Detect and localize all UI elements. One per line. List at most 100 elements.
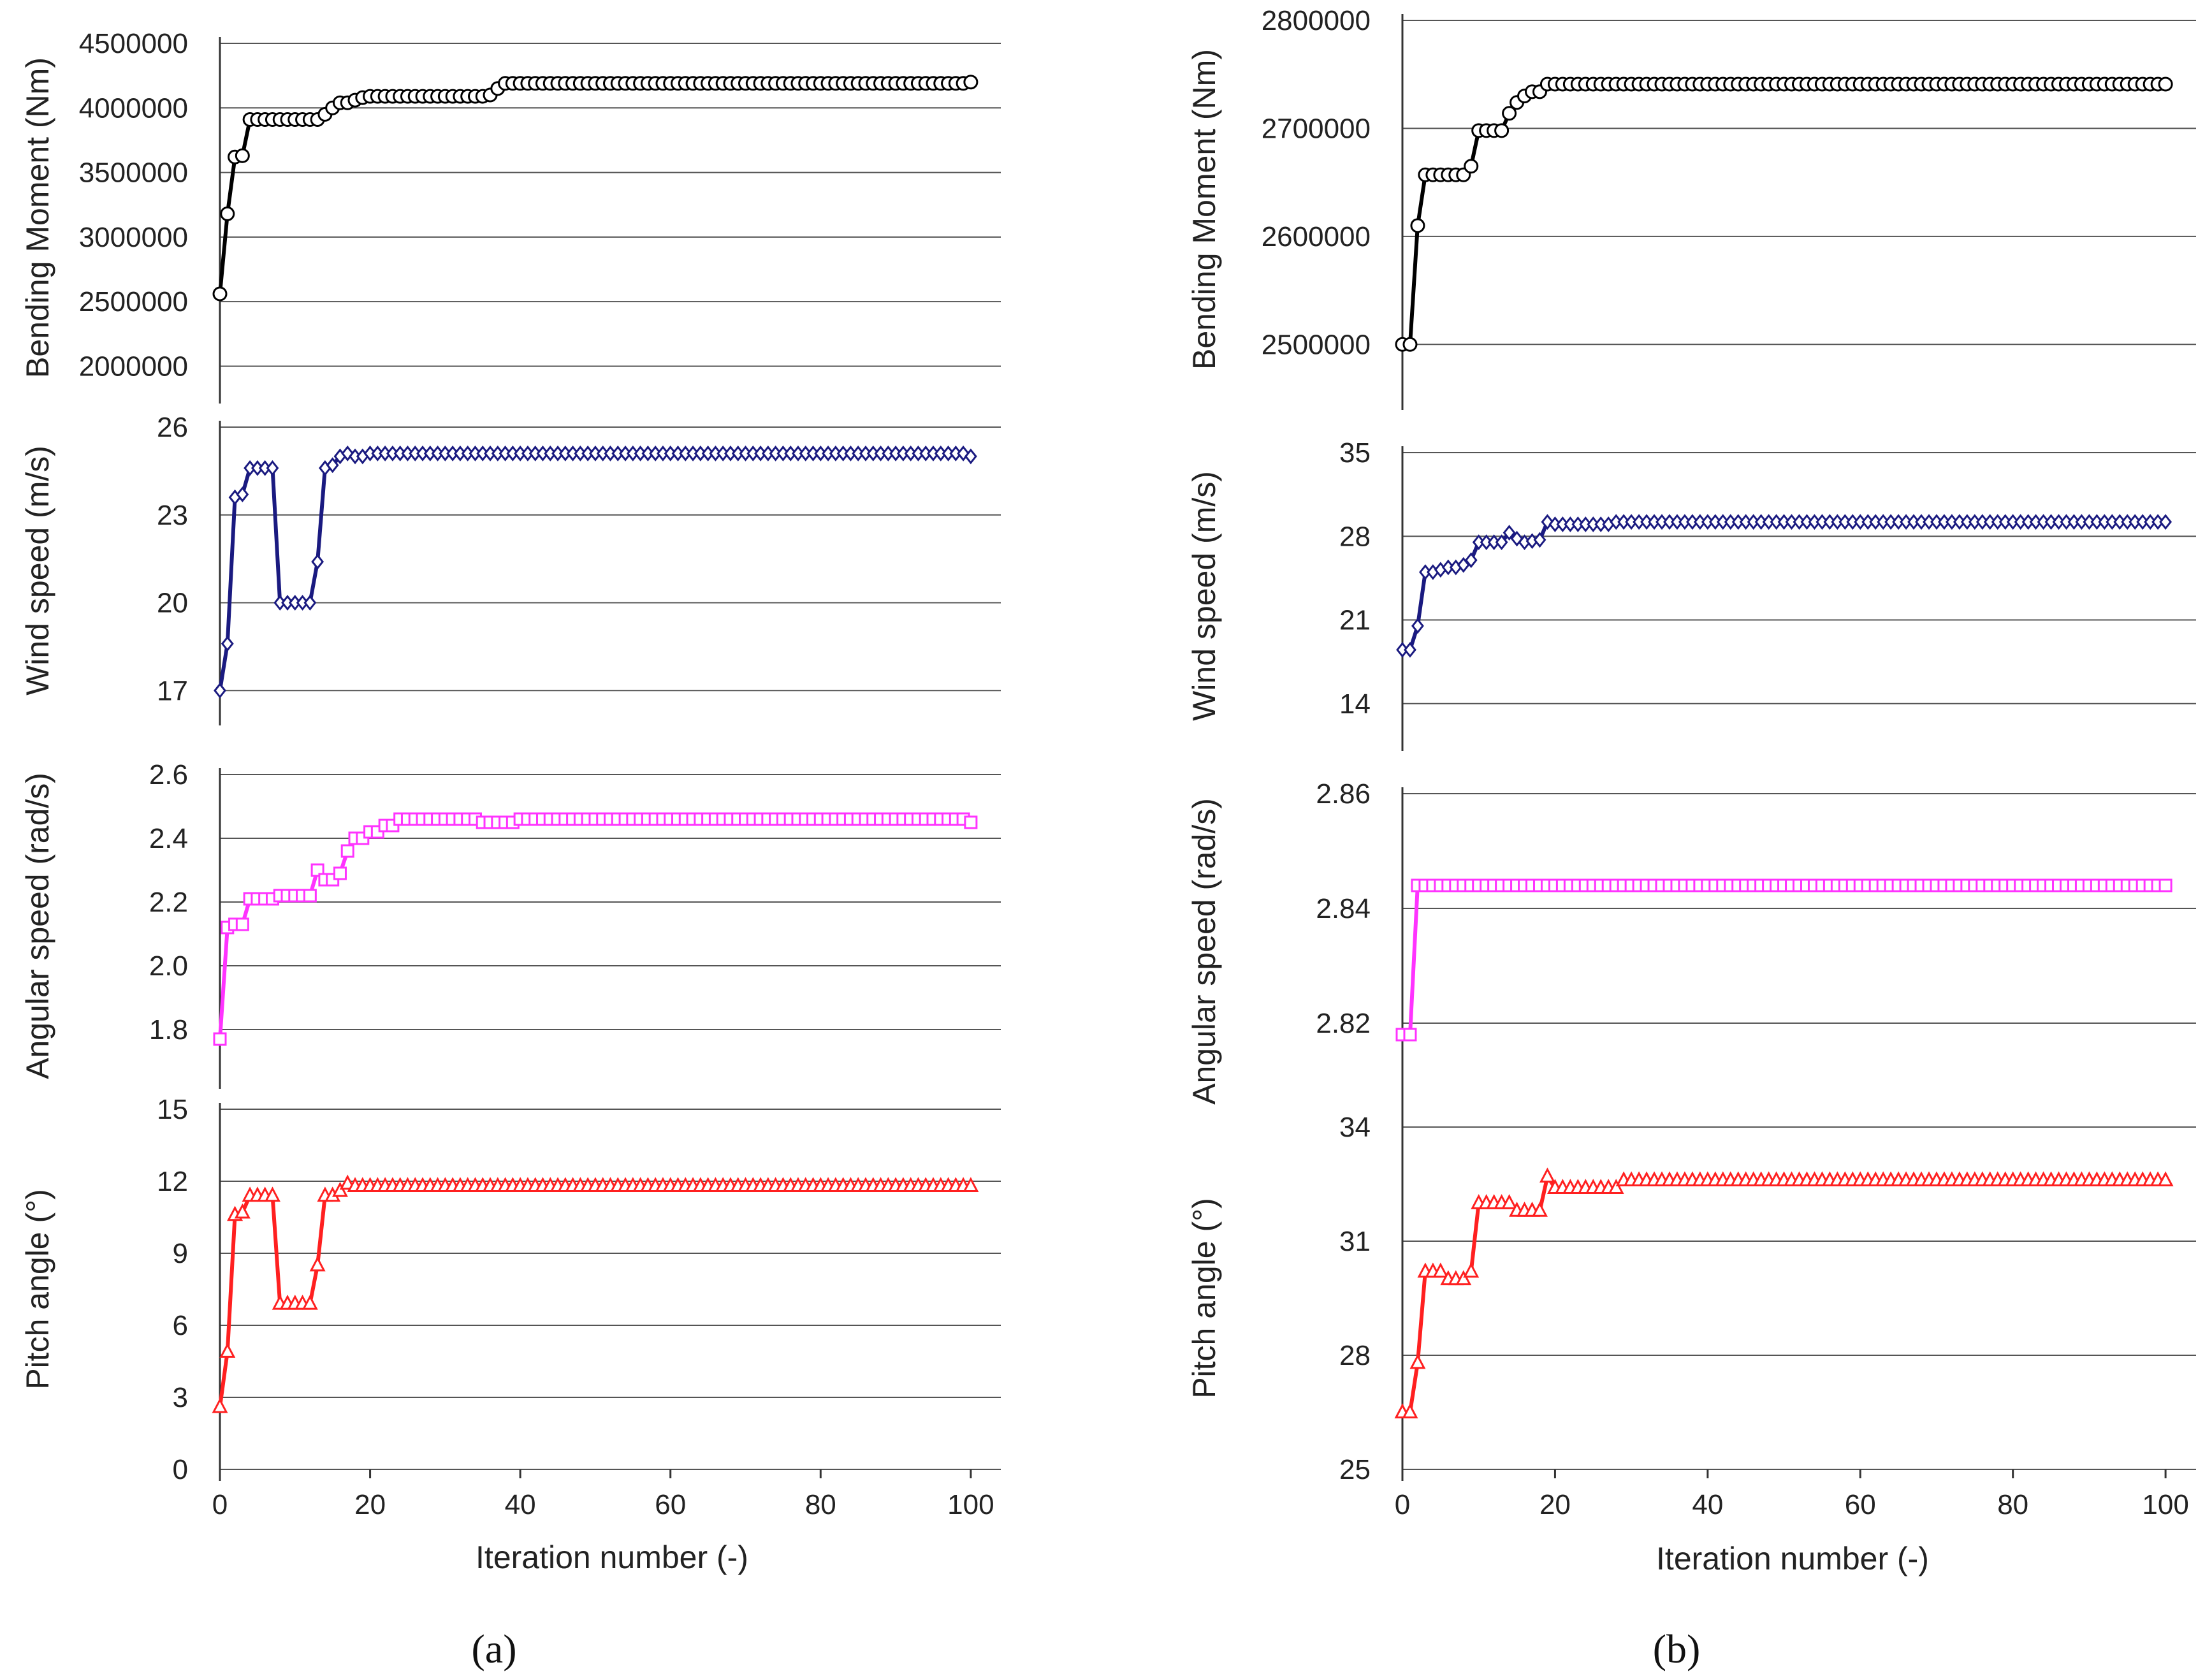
y-axis-label: Pitch angle (°) [20, 1189, 55, 1390]
series-line [218, 817, 972, 1040]
series-line [218, 1181, 971, 1408]
data-point [236, 486, 249, 503]
y-tick-label: 17 [157, 675, 188, 706]
y-tick-label: 2600000 [1262, 221, 1371, 252]
y-tick-label: 2.82 [1316, 1008, 1371, 1039]
data-point [1608, 1179, 1624, 1194]
data-point [212, 1397, 228, 1413]
y-tick-label: 4000000 [79, 92, 188, 124]
y-tick-label: 3 [173, 1382, 188, 1413]
y-tick-label: 15 [157, 1094, 188, 1125]
y-tick-label: 4500000 [79, 28, 188, 59]
y-tick-label: 2.86 [1316, 778, 1371, 810]
data-point [266, 460, 279, 476]
x-tick-label: 100 [2142, 1489, 2188, 1520]
data-point [333, 866, 347, 880]
data-point [1402, 1403, 1418, 1418]
y-tick-label: 3000000 [79, 222, 188, 253]
y-tick-label: 2.0 [149, 950, 188, 982]
y-axis-label: Wind speed (m/s) [20, 446, 55, 695]
data-point [1539, 1167, 1555, 1183]
data-point [1411, 618, 1424, 634]
chart-panel-b-3: 2.82 2.84 2.86 Angular speed (rad/s) [1186, 778, 2196, 1121]
data-point [213, 1032, 227, 1046]
y-tick-label: 20 [157, 588, 188, 619]
data-point [221, 636, 234, 652]
x-axis-label-b: Iteration number (-) [1656, 1541, 1929, 1576]
y-tick-label: 21 [1339, 605, 1371, 636]
y-tick-label: 25 [1339, 1454, 1371, 1485]
y-tick-label: 2700000 [1262, 113, 1371, 144]
chart-panel-a-2: 17 20 23 26 Wind speed (m/s) [20, 412, 1001, 725]
y-tick-label: 12 [157, 1166, 188, 1197]
y-axis-label: Wind speed (m/s) [1186, 471, 1222, 721]
y-tick-label: 2.84 [1316, 893, 1371, 924]
y-tick-label: 31 [1339, 1226, 1371, 1257]
data-point [264, 1186, 280, 1202]
y-tick-label: 2.6 [149, 759, 188, 790]
data-point [1410, 218, 1425, 233]
data-point [1502, 106, 1517, 121]
x-tick-label: 20 [354, 1489, 386, 1520]
chart-panel-b-1: 2500000 2600000 2700000 2800000 Bending Mome… [1186, 5, 2196, 410]
x-tick-label: 40 [1692, 1489, 1723, 1520]
y-tick-label: 2.4 [149, 823, 188, 854]
data-point [235, 148, 250, 163]
x-tick-label: 20 [1539, 1489, 1571, 1520]
data-point [963, 1177, 979, 1193]
data-point [1409, 1353, 1426, 1369]
data-point [1402, 337, 1418, 352]
y-tick-label: 35 [1339, 437, 1371, 469]
data-point [303, 595, 317, 611]
data-point [1464, 552, 1478, 569]
data-point [311, 553, 324, 570]
data-point [1455, 1270, 1472, 1286]
y-tick-label: 14 [1339, 688, 1371, 720]
y-tick-label: 26 [157, 412, 188, 443]
y-axis-label: Pitch angle (°) [1186, 1198, 1222, 1399]
y-tick-label: 2.2 [149, 887, 188, 918]
data-point [2158, 878, 2172, 892]
y-tick-label: 28 [1339, 1340, 1371, 1371]
data-point [212, 286, 228, 302]
data-point [2158, 76, 2173, 92]
y-tick-label: 9 [173, 1238, 188, 1269]
panel-label-a: (a) [471, 1626, 516, 1671]
data-point [303, 889, 317, 903]
y-axis-label: Bending Moment (Nm) [20, 57, 55, 378]
data-point [1495, 534, 1508, 551]
data-point [214, 682, 226, 699]
data-point [1501, 1194, 1518, 1209]
x-tick-label: 80 [805, 1489, 836, 1520]
chart-panel-b-4: 25 28 31 34 Pitch angle (°) 0 20 40 60 80 100 [1186, 1112, 2196, 1520]
data-point [219, 1343, 236, 1358]
y-tick-label: 1.8 [149, 1014, 188, 1045]
data-point [235, 917, 249, 931]
data-point [302, 1294, 318, 1310]
data-point [1432, 1262, 1449, 1278]
y-tick-label: 0 [173, 1454, 188, 1485]
x-tick-label: 60 [655, 1489, 686, 1520]
x-tick-label: 0 [212, 1489, 228, 1520]
data-point [1464, 159, 1479, 174]
y-tick-label: 28 [1339, 521, 1371, 552]
y-tick-label: 6 [173, 1310, 188, 1341]
data-point [1404, 641, 1416, 658]
data-point [1533, 532, 1546, 548]
x-tick-label: 80 [1997, 1489, 2028, 1520]
x-axis-label-a: Iteration number (-) [476, 1539, 748, 1575]
data-point [2157, 1171, 2174, 1187]
data-point [964, 448, 977, 465]
y-tick-label: 2500000 [79, 286, 188, 317]
data-point [234, 1203, 251, 1219]
data-point [963, 75, 979, 90]
data-point [1494, 123, 1510, 138]
y-tick-label: 34 [1339, 1112, 1371, 1143]
y-tick-label: 3500000 [79, 157, 188, 189]
data-point [2159, 514, 2172, 530]
chart-panel-a-1: 2000000 2500000 3000000 3500000 4000000 45000… [20, 28, 1001, 404]
series-line [218, 451, 971, 691]
chart-panel-a-4: 0 3 6 9 12 15 Pitch angle (°) 0 20 40 60 80 100 [20, 1094, 1001, 1520]
data-point [1403, 1028, 1417, 1042]
data-point [1457, 557, 1470, 573]
